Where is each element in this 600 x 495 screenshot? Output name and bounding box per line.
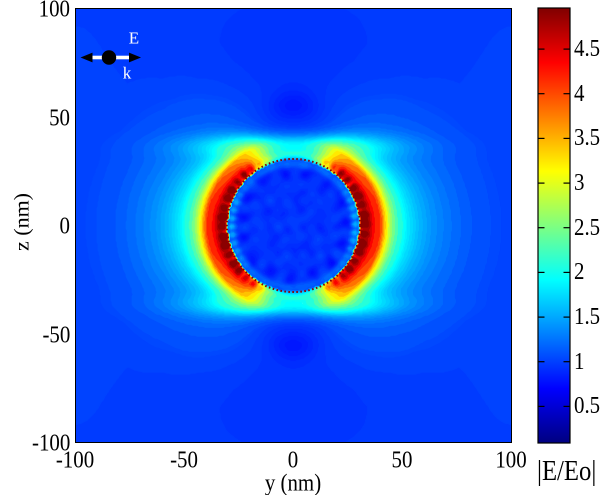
svg-text:k: k [123, 64, 132, 83]
svg-text:E: E [129, 29, 139, 48]
